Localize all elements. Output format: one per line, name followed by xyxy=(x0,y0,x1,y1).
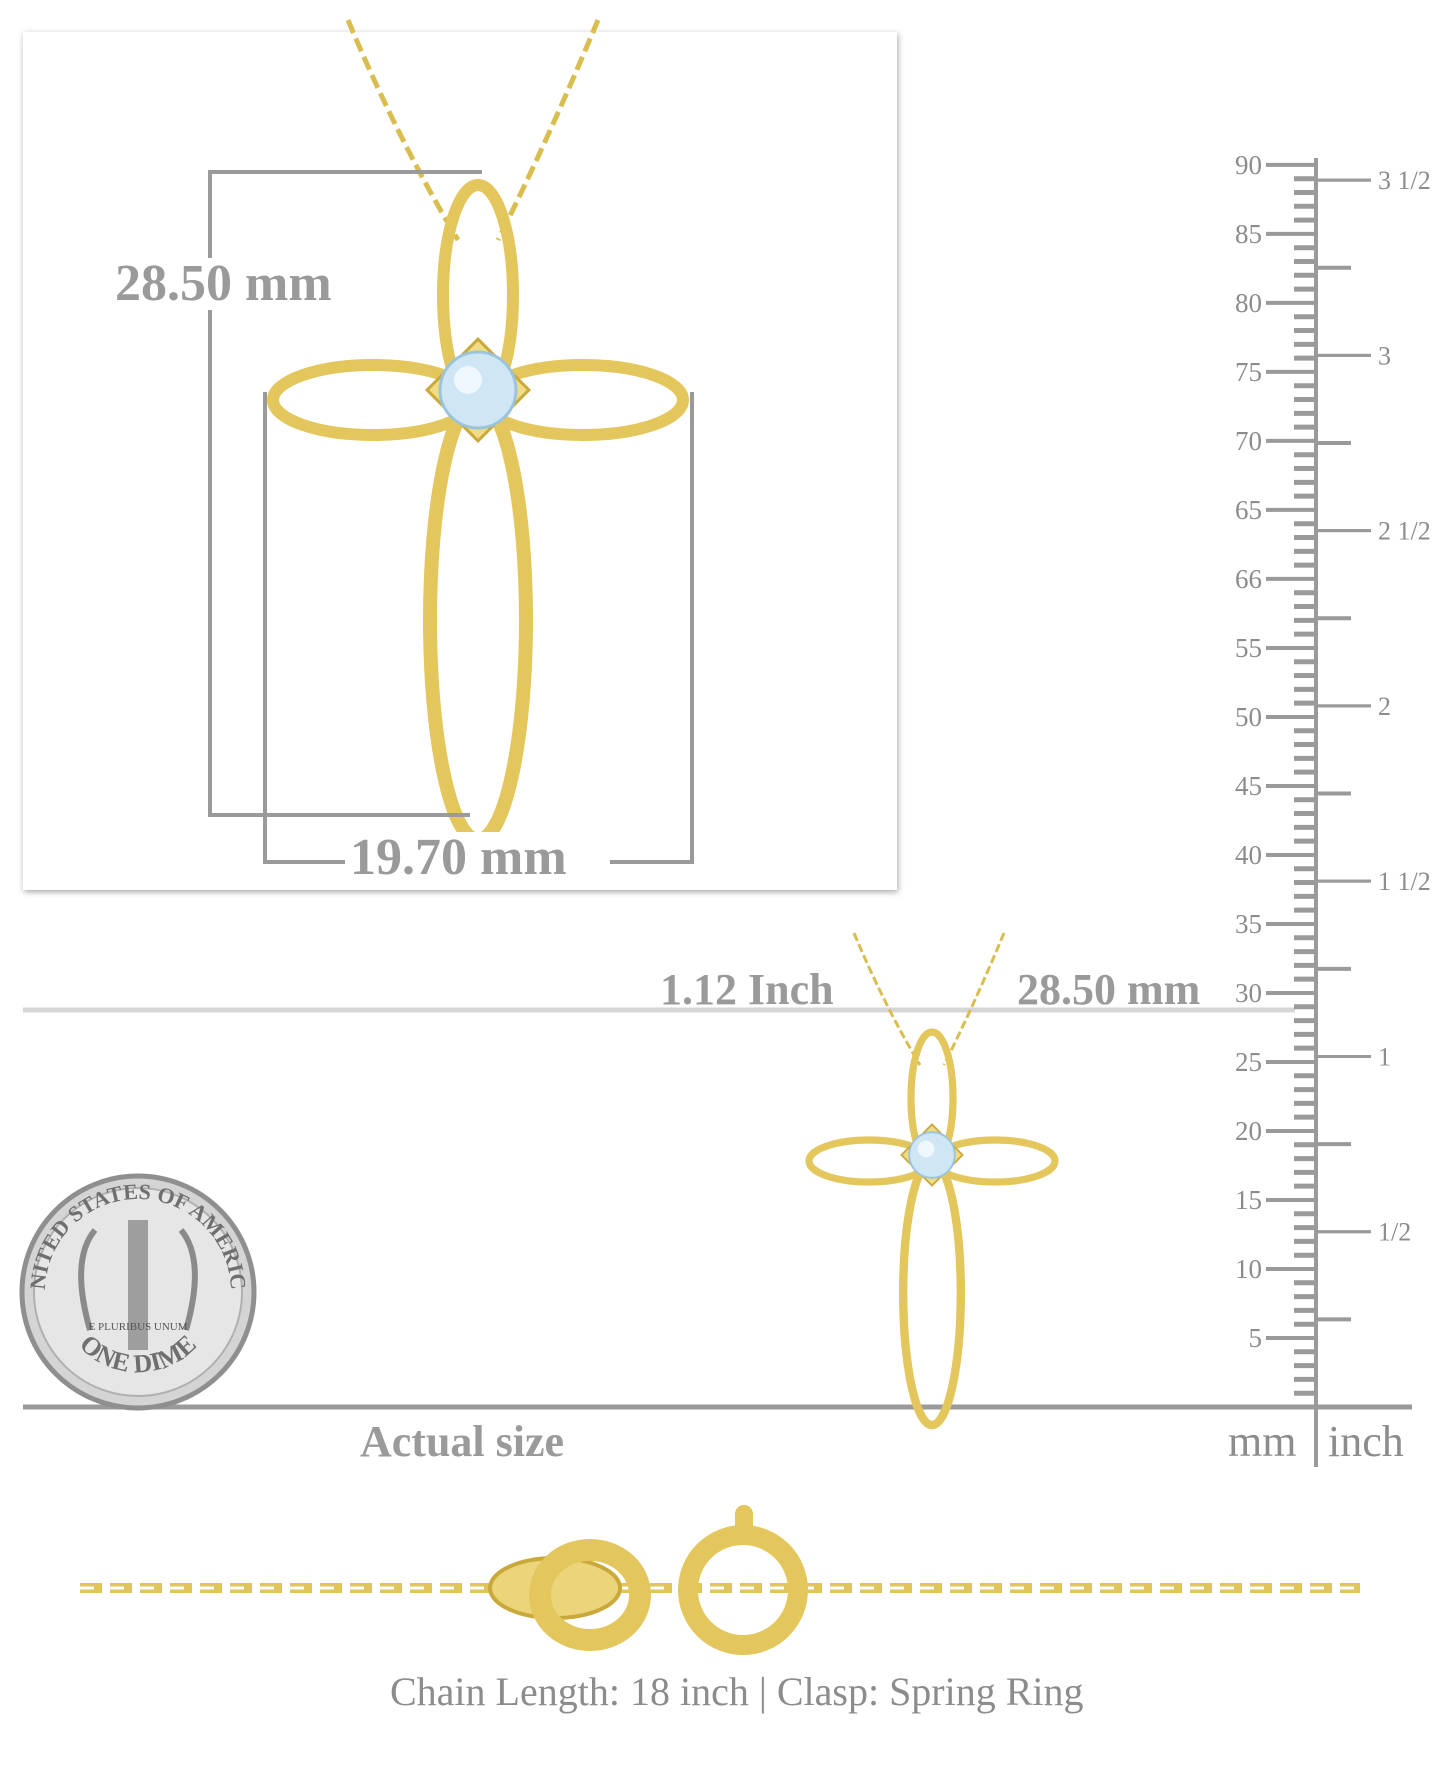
mm-label: 50 xyxy=(1235,702,1262,732)
mm-label: 40 xyxy=(1235,840,1262,870)
mm-label: 5 xyxy=(1249,1323,1263,1353)
ruler-inch-unit: inch xyxy=(1328,1417,1404,1466)
chain-caption: Chain Length: 18 inch | Clasp: Spring Ri… xyxy=(390,1669,1084,1714)
mm-size-label: 28.50 mm xyxy=(1017,965,1201,1014)
mm-label: 66 xyxy=(1235,564,1262,594)
chain-clasp-image xyxy=(80,1505,1360,1655)
inch-label: 2 1/2 xyxy=(1378,517,1431,546)
dime-coin-image: UNITED STATES OF AMERICA ONE DIME E PLUR… xyxy=(0,0,257,1411)
inch-label: 1 xyxy=(1378,1042,1391,1071)
mm-label: 15 xyxy=(1235,1185,1262,1215)
svg-text:UNITED STATES OF AMERICA: UNITED STATES OF AMERICA xyxy=(0,0,251,1291)
mm-label: 30 xyxy=(1235,978,1262,1008)
inch-label: 2 xyxy=(1378,692,1391,721)
mm-label: 10 xyxy=(1235,1254,1262,1284)
inch-label: 3 xyxy=(1378,341,1391,370)
mm-label: 75 xyxy=(1235,357,1262,387)
actual-size-caption: Actual size xyxy=(360,1417,565,1466)
mm-label: 25 xyxy=(1235,1047,1262,1077)
inch-size-label: 1.12 Inch xyxy=(660,965,834,1014)
pendant-large-image xyxy=(273,20,683,840)
dimension-lines xyxy=(208,170,694,864)
mm-label: 20 xyxy=(1235,1116,1262,1146)
inch-label: 3 1/2 xyxy=(1378,166,1431,195)
mm-label: 70 xyxy=(1235,426,1262,456)
mm-label: 55 xyxy=(1235,633,1262,663)
mm-label: 85 xyxy=(1235,219,1262,249)
product-photo-panel xyxy=(23,32,897,890)
mm-label: 65 xyxy=(1235,495,1262,525)
ruler: 90 85 80 75 70 65 66 55 50 45 40 35 30 25 20 15 10 5 3 1/2… xyxy=(1235,150,1431,1467)
width-dimension-label: 19.70 mm xyxy=(350,829,567,886)
mm-label: 80 xyxy=(1235,288,1262,318)
ruler-mm-unit: mm xyxy=(1228,1417,1297,1466)
height-dimension-label: 28.50 mm xyxy=(115,255,332,312)
mm-label: 90 xyxy=(1235,150,1262,180)
inch-label: 1 1/2 xyxy=(1378,867,1431,896)
inch-label: 1/2 xyxy=(1378,1218,1411,1247)
svg-text:E PLURIBUS UNUM: E PLURIBUS UNUM xyxy=(88,1321,187,1333)
mm-label: 35 xyxy=(1235,909,1262,939)
mm-label: 45 xyxy=(1235,771,1262,801)
